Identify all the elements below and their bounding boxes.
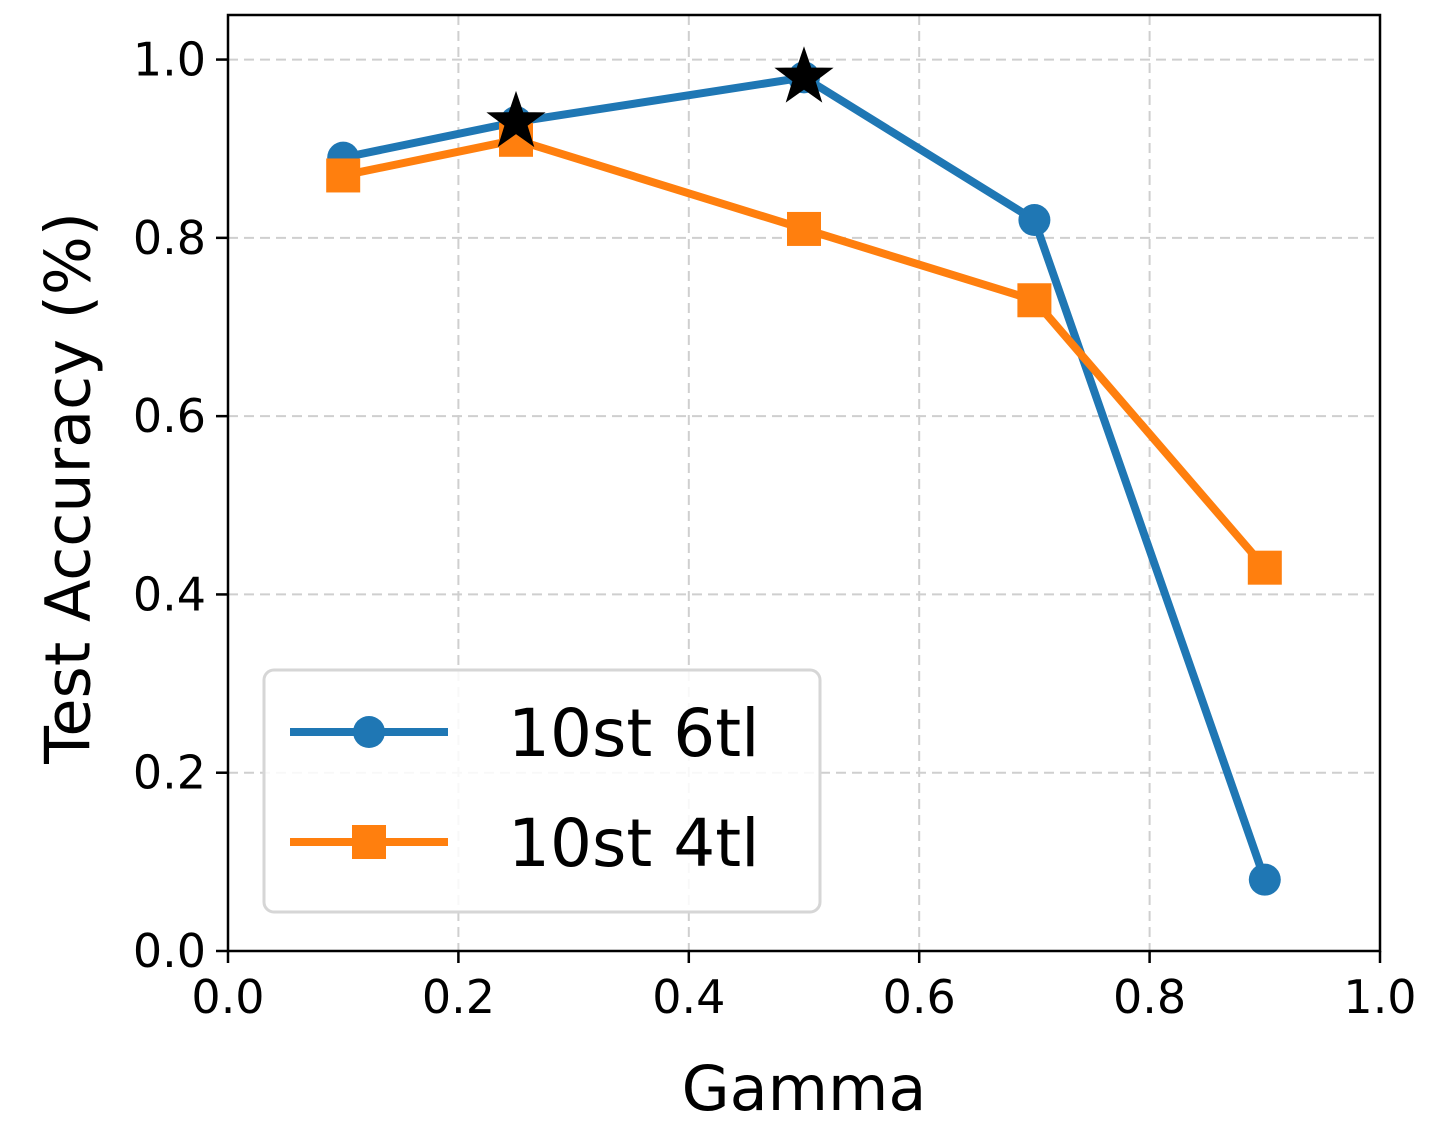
x-tick-label: 0.8 (1113, 970, 1186, 1024)
legend-entry: 10st 4tl (290, 805, 759, 882)
data-point (787, 211, 821, 246)
legend-entry: 10st 6tl (290, 695, 759, 772)
series-line (339, 135, 1269, 572)
annotation-layer (486, 46, 834, 148)
data-point (1017, 283, 1052, 318)
legend-label: 10st 6tl (508, 695, 759, 772)
x-tick-label: 0.6 (883, 970, 956, 1024)
plot-frame (226, 13, 1382, 953)
data-point (326, 158, 361, 193)
legend-marker (352, 825, 386, 859)
data-point (1247, 550, 1282, 585)
ticks: 0.0 0.2 0.4 0.6 0.8 1.0 0.0 0.2 0.4 0.6 0.8 1.0 (133, 33, 1417, 1024)
y-tick-label: 0.8 (133, 211, 206, 265)
data-point (1018, 204, 1051, 237)
data-point (1248, 863, 1281, 896)
x-tick-label: 0.0 (191, 970, 264, 1024)
x-tick-label: 1.0 (1343, 970, 1416, 1024)
y-tick-label: 0.6 (133, 389, 206, 443)
x-tick-label: 0.4 (652, 970, 725, 1024)
y-tick-label: 0.4 (133, 567, 206, 621)
y-tick-label: 0.2 (133, 746, 206, 800)
y-axis-label: Test Accuracy (%) (32, 212, 105, 765)
legend: 10st 6tl 10st 4tl (262, 668, 822, 914)
legend-marker (353, 716, 385, 748)
y-tick-label: 1.0 (133, 33, 206, 87)
x-axis-label: Gamma (682, 1052, 927, 1125)
legend-label: 10st 4tl (508, 805, 759, 882)
star-marker (486, 90, 546, 148)
star-marker (774, 46, 834, 103)
y-tick-label: 0.0 (133, 924, 206, 978)
x-tick-label: 0.2 (422, 970, 495, 1024)
